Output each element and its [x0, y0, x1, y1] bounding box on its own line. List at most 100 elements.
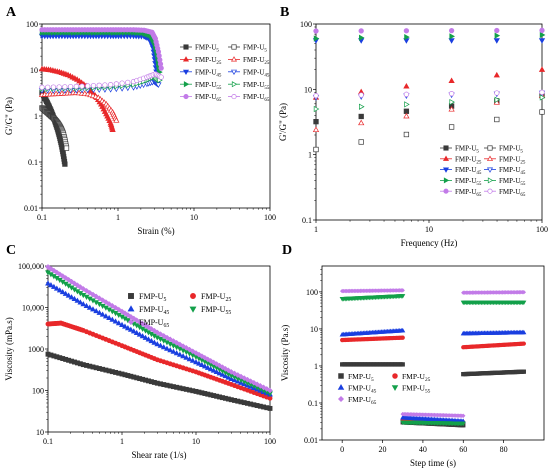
legend-label: FMP-U45: [243, 68, 270, 78]
x-tick-label: 0.1: [43, 437, 53, 446]
legend-marker: [231, 94, 237, 100]
data-point: [521, 369, 526, 374]
data-point: [538, 66, 546, 72]
data-point: [45, 84, 51, 90]
data-point: [189, 348, 196, 355]
legend-label: FMP-U25: [499, 155, 526, 165]
data-point: [83, 302, 90, 308]
data-point: [358, 28, 364, 34]
panel-label: D: [282, 243, 292, 258]
data-point: [400, 288, 405, 293]
data-point: [167, 347, 174, 353]
data-point: [67, 83, 74, 90]
legend-marker: [487, 188, 493, 194]
y-axis-label: G'/G" (Pa): [4, 97, 14, 135]
panel-label: B: [280, 5, 289, 20]
data-point: [201, 363, 208, 369]
data-point: [193, 350, 199, 356]
legend-label: FMP-U25: [243, 56, 270, 66]
legend-marker: [391, 385, 399, 391]
data-point: [142, 334, 149, 340]
legend-marker: [183, 81, 190, 88]
series-u65-storage: [313, 27, 545, 34]
data-point: [448, 91, 455, 97]
data-point: [403, 83, 410, 89]
legend-marker: [182, 69, 190, 76]
x-tick-label: 100: [536, 225, 548, 234]
x-axis-label: Shear rate (1/s): [132, 450, 187, 460]
data-point: [213, 361, 220, 368]
data-point: [494, 27, 500, 34]
legend-label: FMP-U45: [348, 384, 377, 395]
legend-marker: [231, 44, 237, 50]
series-u5: [45, 351, 273, 411]
legend-marker: [183, 94, 189, 100]
x-tick-label: 0: [340, 445, 344, 454]
series-u55-storage: [313, 31, 546, 42]
data-point: [494, 96, 501, 103]
data-point: [180, 343, 187, 350]
legend-marker: [443, 145, 449, 151]
data-point: [160, 344, 167, 350]
y-tick-label: 1: [314, 362, 318, 371]
y-tick-label: 100: [300, 20, 312, 29]
legend-label: FMP-U65: [348, 395, 377, 406]
legend-marker: [230, 69, 238, 76]
series-u25-storage: [38, 65, 116, 133]
data-point: [449, 33, 455, 40]
data-point: [145, 336, 152, 342]
legend-marker: [230, 56, 238, 62]
panel-label: C: [6, 243, 16, 258]
data-point: [102, 299, 109, 306]
data-point: [193, 359, 199, 365]
legend-marker: [182, 56, 190, 62]
legend-label: FMP-U5: [195, 44, 219, 54]
legend-marker: [443, 177, 450, 184]
data-point: [538, 38, 546, 44]
legend-label: FMP-U55: [499, 177, 526, 187]
data-point: [403, 28, 410, 34]
series-u65: [45, 263, 273, 394]
legend-label: FMP-U55: [201, 305, 231, 316]
data-point: [521, 341, 526, 346]
data-point: [494, 32, 501, 39]
data-point: [56, 287, 63, 293]
data-point: [53, 269, 60, 276]
data-point: [216, 370, 223, 376]
x-tick-label: 100: [264, 437, 276, 446]
x-axis-label: Frequency (Hz): [401, 238, 458, 248]
data-point: [39, 84, 45, 90]
series-u25-loss: [312, 92, 546, 133]
data-point: [358, 113, 364, 120]
data-point: [151, 339, 158, 345]
legend-marker: [442, 167, 450, 173]
data-point: [539, 94, 546, 101]
series-u25-storage: [312, 66, 546, 100]
panel-label: A: [6, 5, 17, 20]
data-point: [207, 366, 214, 372]
data-point: [109, 302, 116, 309]
data-point: [359, 103, 365, 110]
data-point: [210, 367, 217, 373]
data-point: [119, 308, 125, 315]
legend-label: FMP-U45: [499, 166, 526, 176]
data-point: [53, 285, 60, 291]
data-point: [448, 27, 455, 34]
data-point: [65, 276, 72, 283]
series-u25: [45, 320, 273, 401]
y-tick-label: 100: [32, 387, 44, 396]
y-tick-label: 1000: [28, 345, 44, 354]
x-tick-label: 100: [264, 213, 276, 222]
legend-label: FMP-U5: [243, 44, 267, 54]
legend-marker: [338, 373, 344, 379]
series-u5-loss: [39, 105, 70, 151]
data-point: [241, 375, 248, 382]
data-point: [461, 413, 466, 419]
data-point: [124, 325, 131, 331]
y-tick-label: 100: [26, 20, 38, 29]
data-point: [222, 365, 229, 372]
data-point: [86, 304, 93, 310]
data-point: [85, 83, 91, 89]
series-u65-loss: [313, 89, 545, 99]
